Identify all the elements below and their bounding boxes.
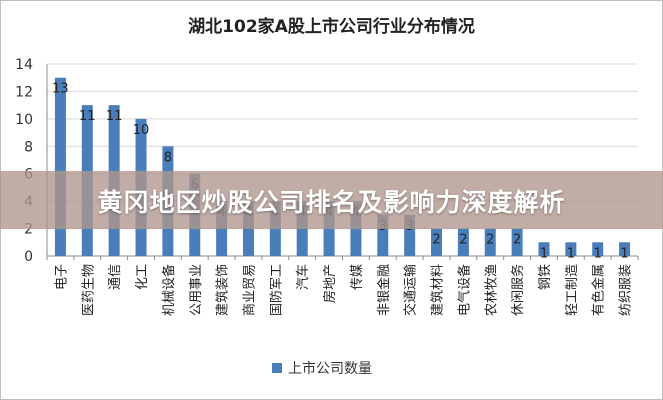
bar [592, 242, 604, 256]
chart-title: 湖北102家A股上市公司行业分布情况 [188, 17, 475, 37]
x-tick-label: 农林牧渔 [484, 264, 499, 316]
y-tick-label: 8 [24, 139, 33, 155]
x-tick-label: 有色金属 [591, 264, 607, 316]
bar [377, 214, 389, 256]
data-label: 10 [133, 123, 150, 138]
data-label: 1 [620, 246, 628, 261]
x-tick-label: 电气设备 [456, 264, 472, 316]
bar [619, 242, 631, 256]
x-tick-label: 化工 [135, 264, 150, 290]
x-tick-label: 房地产 [322, 264, 338, 303]
x-tick-label: 传媒 [350, 264, 365, 290]
legend-label: 上市公司数量 [288, 361, 372, 377]
legend-swatch [272, 363, 282, 373]
bar [538, 242, 550, 256]
data-label: 2 [432, 233, 440, 248]
data-label: 1 [594, 246, 602, 261]
bar [484, 228, 496, 256]
x-tick-label: 机械设备 [161, 264, 177, 316]
data-label: 8 [164, 150, 172, 165]
x-tick-label: 轻工制造 [565, 264, 580, 316]
bar [54, 77, 66, 256]
data-label: 11 [106, 109, 123, 124]
data-label: 1 [567, 246, 575, 261]
y-tick-label: 0 [24, 249, 33, 265]
bar [511, 228, 523, 256]
x-tick-label: 汽车 [295, 264, 311, 290]
x-tick-label: 钢铁 [538, 264, 553, 290]
data-label: 2 [459, 233, 467, 248]
data-label: 11 [79, 109, 96, 124]
overlay-banner [0, 171, 663, 229]
x-tick-label: 公用事业 [189, 264, 204, 316]
x-tick-label: 建筑装饰 [215, 264, 231, 316]
x-tick-label: 医药生物 [81, 264, 96, 316]
x-tick-label: 商业贸易 [242, 264, 257, 316]
x-tick-label: 电子 [54, 264, 69, 290]
data-label: 2 [486, 233, 494, 248]
x-tick-label: 非银金融 [376, 264, 392, 316]
y-tick-label: 14 [15, 57, 33, 73]
x-tick-label: 纺织服装 [619, 264, 634, 316]
y-tick-label: 2 [24, 222, 33, 238]
bar [431, 228, 443, 256]
x-tick-label: 休闲服务 [510, 264, 526, 316]
data-label: 2 [513, 233, 521, 248]
bar [457, 228, 469, 256]
data-label: 1 [540, 246, 548, 261]
bar [404, 214, 416, 256]
x-tick-label: 国防军工 [268, 264, 284, 316]
chart-legend: 上市公司数量 [272, 357, 372, 379]
y-tick-label: 10 [15, 112, 33, 128]
y-tick-label: 12 [15, 84, 33, 100]
data-label: 13 [52, 82, 69, 97]
overlay-headline: 黄冈地区炒股公司排名及影响力深度解析 [97, 188, 566, 217]
bar [565, 242, 577, 256]
x-tick-label: 建筑材料 [430, 264, 446, 316]
x-tick-label: 交通运输 [403, 264, 419, 316]
x-tick-label: 通信 [108, 264, 123, 290]
